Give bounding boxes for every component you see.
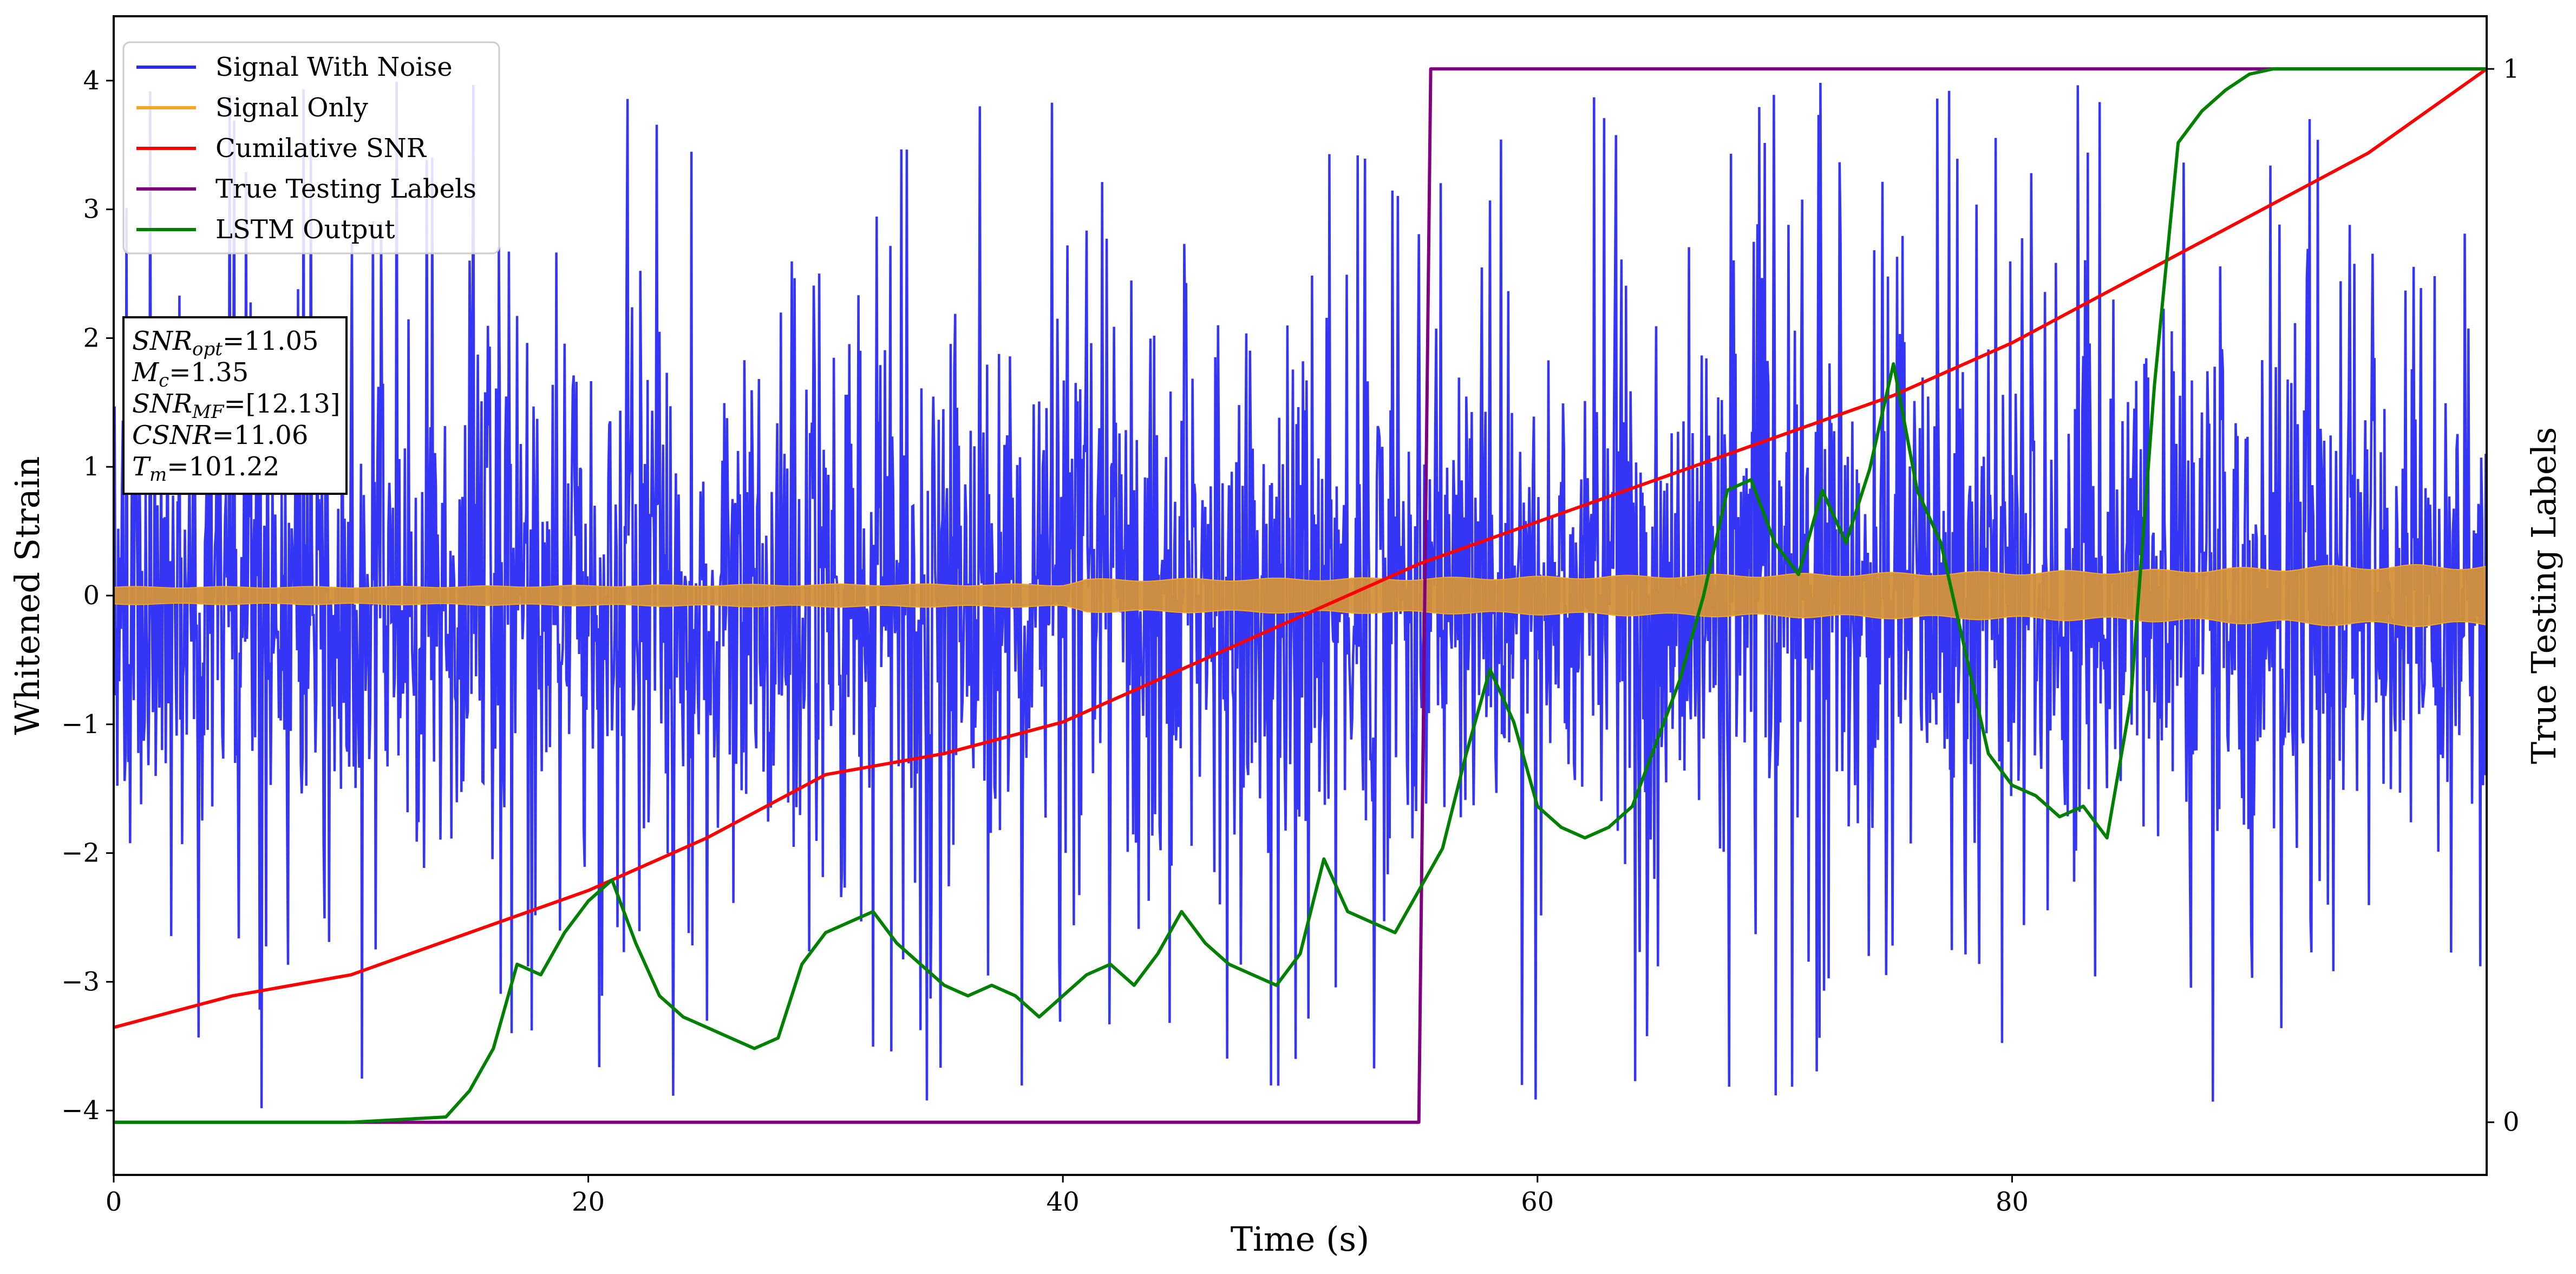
series-cumilative-snr	[114, 67, 2487, 1029]
x-tick-label: 0	[106, 1187, 122, 1217]
legend-box	[122, 41, 500, 254]
annotation-line: SNRopt=11.05	[132, 326, 319, 360]
parameter-annotation-box: SNRopt=11.05Mc=1.35SNRMF=[12.13]CSNR=11.…	[122, 316, 348, 495]
x-tick-label: 40	[1047, 1187, 1080, 1217]
plot-area	[114, 67, 2487, 1124]
y-tick-label: 2	[83, 323, 100, 353]
legend-label: Cumilative SNR	[215, 133, 427, 164]
y-tick-label: 1	[83, 452, 100, 482]
annotation-line: SNRMF=[12.13]	[132, 389, 341, 423]
y2-tick-label: 1	[2503, 54, 2520, 84]
legend-label: True Testing Labels	[215, 174, 476, 204]
series-signal-only	[114, 564, 2487, 628]
y-tick-label: 4	[83, 66, 100, 96]
y-tick-label: 0	[83, 580, 100, 611]
legend: Signal With Noise Signal Only Cumilative S…	[122, 41, 500, 254]
x-tick-label: 20	[572, 1187, 605, 1217]
line-series-layer	[114, 67, 2487, 1124]
x-axis-title: Time (s)	[1231, 1219, 1370, 1259]
y2-axis-title: True Testing Labels	[2524, 427, 2564, 765]
legend-label: Signal With Noise	[215, 52, 453, 82]
y-tick-label: 3	[83, 194, 100, 225]
x-tick-label: 80	[1996, 1187, 2029, 1217]
legend-label: LSTM Output	[215, 214, 395, 245]
y-axis-right: 01	[2487, 54, 2520, 1138]
annotation-box	[122, 316, 348, 495]
annotation-line: Tm=101.22	[132, 452, 279, 486]
series-true-testing-labels	[114, 67, 2487, 1124]
y-tick-label: −1	[61, 709, 100, 740]
y-axis-title: Whitened Strain	[8, 456, 47, 735]
x-axis: 0 20 40 60 80	[106, 1175, 2029, 1217]
annotation-line: Mc=1.35	[132, 357, 249, 391]
signal-only-layer	[114, 564, 2487, 628]
legend-label: Signal Only	[215, 93, 368, 123]
y-tick-label: −2	[61, 838, 100, 868]
y-tick-label: −4	[61, 1095, 100, 1126]
y-tick-label: −3	[61, 966, 100, 997]
y2-tick-label: 0	[2503, 1107, 2520, 1138]
series-lstm-output	[114, 67, 2487, 1124]
y-axis-left: −4 −3 −2 −1 0 1 2 3 4	[61, 66, 114, 1126]
x-tick-label: 60	[1521, 1187, 1554, 1217]
annotation-line: CSNR=11.06	[132, 420, 308, 450]
